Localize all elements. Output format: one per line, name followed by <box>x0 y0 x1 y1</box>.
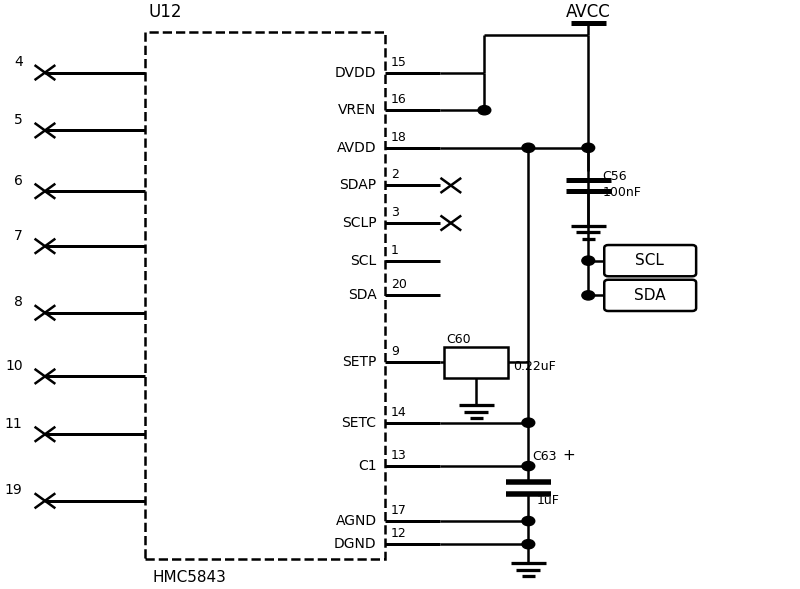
FancyBboxPatch shape <box>604 280 696 311</box>
Text: 20: 20 <box>391 279 406 292</box>
Text: 14: 14 <box>391 406 406 419</box>
Text: DGND: DGND <box>334 537 377 551</box>
Text: 100nF: 100nF <box>602 187 642 200</box>
Text: SCL: SCL <box>635 253 664 268</box>
Circle shape <box>522 517 534 526</box>
Text: 3: 3 <box>391 206 398 219</box>
Text: C56: C56 <box>602 170 627 183</box>
Text: U12: U12 <box>149 2 182 21</box>
Text: 1uF: 1uF <box>536 494 559 507</box>
Text: 4: 4 <box>14 55 22 69</box>
Text: 15: 15 <box>391 55 406 68</box>
Text: SCL: SCL <box>350 254 377 267</box>
Text: DVDD: DVDD <box>335 65 377 80</box>
Text: C63: C63 <box>532 450 557 463</box>
Text: +: + <box>562 448 574 463</box>
Text: 2: 2 <box>391 168 398 181</box>
Text: AVCC: AVCC <box>566 2 610 21</box>
Text: HMC5843: HMC5843 <box>153 570 226 585</box>
Text: 10: 10 <box>5 359 22 373</box>
Text: SETP: SETP <box>342 355 377 369</box>
Text: 5: 5 <box>14 113 22 127</box>
Text: C60: C60 <box>446 333 470 346</box>
Text: AGND: AGND <box>335 514 377 528</box>
Text: 1: 1 <box>391 244 398 257</box>
Text: VREN: VREN <box>338 103 377 117</box>
Text: SDA: SDA <box>634 288 666 303</box>
Text: 9: 9 <box>391 345 398 358</box>
Circle shape <box>582 291 594 300</box>
Text: 18: 18 <box>391 131 406 144</box>
Text: 19: 19 <box>5 484 22 497</box>
Text: 11: 11 <box>5 417 22 431</box>
Text: 17: 17 <box>391 504 406 517</box>
Text: 6: 6 <box>14 174 22 188</box>
Text: 13: 13 <box>391 449 406 462</box>
Circle shape <box>582 143 594 153</box>
Text: 7: 7 <box>14 229 22 243</box>
Text: AVDD: AVDD <box>337 141 377 155</box>
Circle shape <box>522 143 534 153</box>
Text: SCLP: SCLP <box>342 216 377 230</box>
Text: 8: 8 <box>14 295 22 309</box>
Text: 12: 12 <box>391 527 406 540</box>
Circle shape <box>522 461 534 471</box>
Circle shape <box>582 256 594 265</box>
Text: C1: C1 <box>358 459 377 473</box>
Circle shape <box>522 418 534 427</box>
Text: 0.22uF: 0.22uF <box>513 360 556 373</box>
Text: SETC: SETC <box>342 416 377 430</box>
Bar <box>445 348 508 378</box>
FancyBboxPatch shape <box>604 245 696 276</box>
Text: SDAP: SDAP <box>339 178 377 193</box>
Text: SDA: SDA <box>348 289 377 302</box>
Circle shape <box>478 105 490 115</box>
Text: 16: 16 <box>391 93 406 106</box>
Circle shape <box>522 540 534 549</box>
Bar <box>145 32 385 559</box>
